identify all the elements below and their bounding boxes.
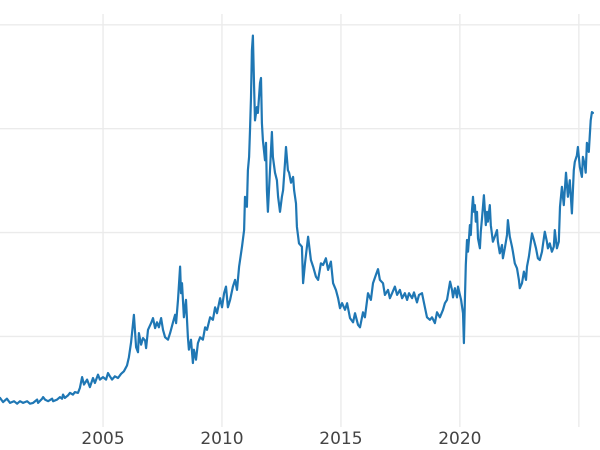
x-tick-label: 2020 xyxy=(438,429,481,449)
price-line-series xyxy=(0,34,595,405)
x-tick-label: 2015 xyxy=(319,429,362,449)
horizontal-gridlines xyxy=(0,24,600,338)
x-tick-label: 2010 xyxy=(200,429,243,449)
price-line xyxy=(0,34,595,405)
x-tick-label: 2005 xyxy=(81,429,124,449)
x-axis-tick-labels: 2005 2010 2015 2020 xyxy=(81,429,481,449)
vertical-gridlines xyxy=(102,14,580,427)
